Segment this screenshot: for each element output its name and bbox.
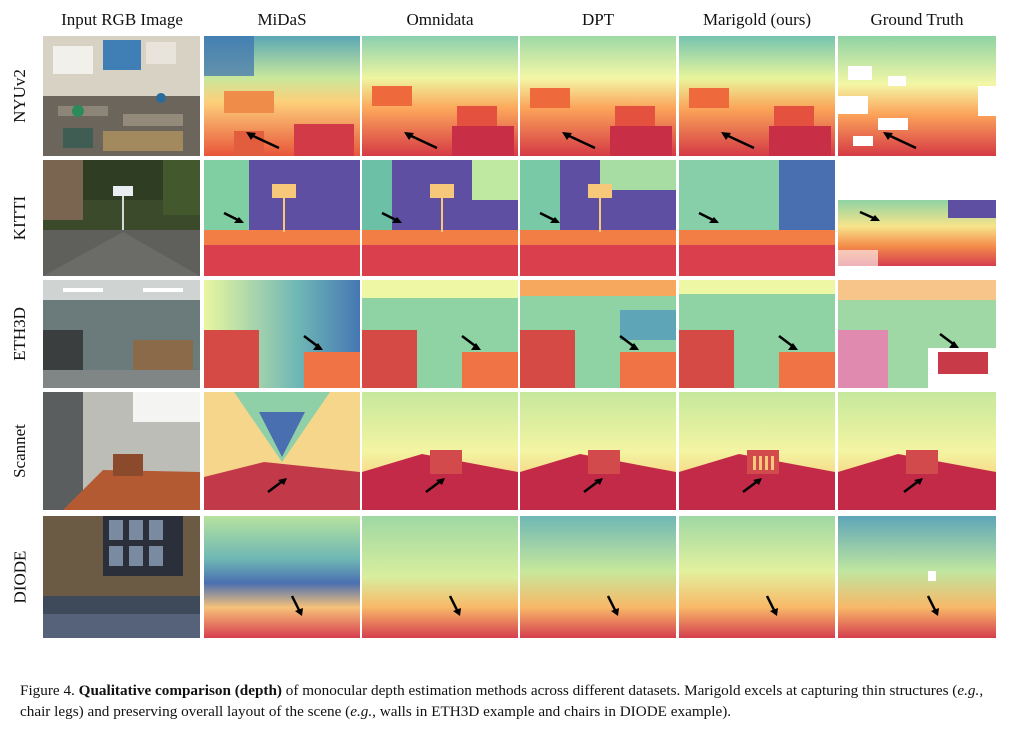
caption-label: Figure 4. [20,682,75,699]
diode-midas-depth [204,516,360,638]
kitti-ground-truth-depth [838,160,996,276]
eth3d-input-image [43,280,200,388]
eth3d-marigold-depth [679,280,835,388]
caption-text-1: of monocular depth estimation methods ac… [281,682,958,699]
kitti-midas-depth [204,160,360,276]
diode-omnidata-depth [362,516,518,638]
kitti-omnidata-depth [362,160,518,276]
column-header-input: Input RGB Image [61,10,183,29]
nyuv2-input-image [43,36,200,156]
row-label-scannet: Scannet [10,424,30,478]
diode-marigold-depth [679,516,835,638]
eth3d-midas-depth [204,280,360,388]
nyuv2-ground-truth-depth [838,36,996,156]
column-header-dpt: DPT [581,10,615,29]
caption-eg-2: e.g. [350,703,373,720]
row-label-nyuv2: NYUv2 [10,69,29,123]
nyuv2-marigold-depth [679,36,835,156]
kitti-input-image [43,160,200,276]
column-header-midas: MiDaS [257,10,307,29]
figure-caption: Figure 4. Qualitative comparison (depth)… [20,680,1010,722]
scannet-omnidata-depth [362,392,518,510]
eth3d-ground-truth-depth [838,280,996,388]
scannet-dpt-depth [520,392,676,510]
caption-eg-1: e.g. [957,682,980,699]
scannet-marigold-depth [679,392,835,510]
column-header-marigold: Marigold (ours) [702,10,812,29]
diode-input-image [43,516,200,638]
diode-dpt-depth [520,516,676,638]
eth3d-omnidata-depth [362,280,518,388]
kitti-dpt-depth [520,160,676,276]
scannet-ground-truth-depth [838,392,996,510]
column-header-ground-truth: Ground Truth [870,10,964,29]
caption-text-2: , chair legs) and preserving overall lay… [20,682,984,720]
eth3d-dpt-depth [520,280,676,388]
row-label-kitti: KITTI [10,195,29,241]
row-label-diode: DIODE [10,550,30,604]
scannet-input-image [43,392,200,510]
caption-text-3: , walls in ETH3D example and chairs in D… [372,703,732,720]
kitti-marigold-depth [679,160,835,276]
row-label-eth3d: ETH3D [10,307,30,361]
nyuv2-midas-depth [204,36,360,156]
caption-title: Qualitative comparison (depth) [78,682,282,699]
scannet-midas-depth [204,392,360,510]
column-header-omnidata: Omnidata [406,10,474,29]
nyuv2-dpt-depth [520,36,676,156]
nyuv2-omnidata-depth [362,36,518,156]
diode-ground-truth-depth [838,516,996,638]
